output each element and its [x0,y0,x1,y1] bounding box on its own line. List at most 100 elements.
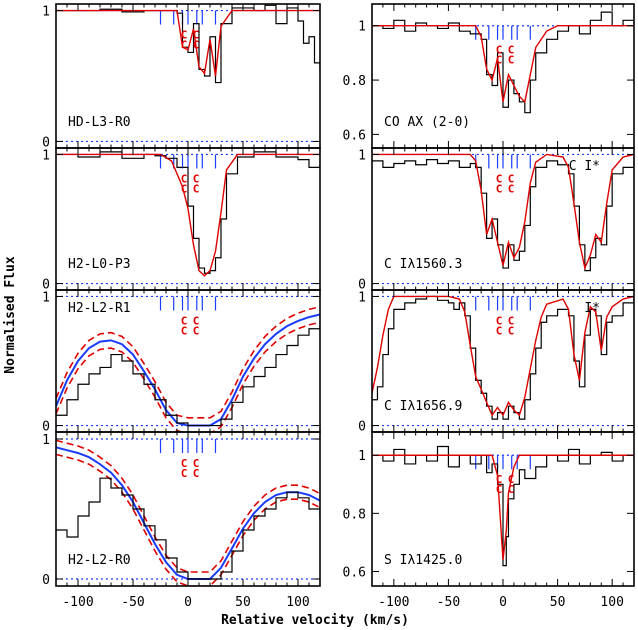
y-tick-label: 0.8 [343,74,366,89]
component-label: C [193,39,200,52]
panel-label: H2-L0-P3 [68,257,131,272]
x-tick-label: -100 [62,595,93,610]
y-tick-label: 1 [358,290,366,305]
y-axis-label: Normalised Flux [3,256,18,374]
panel-extra-label: I* [584,301,600,316]
panel-extra-label: C I* [569,159,600,174]
component-label: C [193,182,200,195]
y-tick-label: 0 [42,278,50,293]
component-label: C [181,39,188,52]
component-label: C [181,324,188,337]
spectrum-data-line [56,477,320,580]
spectrum-data-line [372,295,634,420]
panel-label: C Iλ1560.3 [384,257,462,272]
component-label: C [508,182,515,195]
component-label: C [496,314,503,327]
x-tick-label: 100 [286,595,309,610]
x-tick-label: -100 [378,595,409,610]
y-tick-label: 0 [42,573,50,588]
component-label: C [181,172,188,185]
y-tick-label: 0 [358,420,366,435]
x-tick-label: 50 [235,595,251,610]
continuum-curve [56,446,320,580]
component-label: C [181,182,188,195]
y-tick-label: 1 [42,433,50,448]
component-label: C [496,483,503,496]
y-tick-label: 1 [42,5,50,20]
component-label: C [496,182,503,195]
model-fit-line [372,295,634,417]
component-label: C [496,473,503,486]
y-tick-label: 0.6 [343,565,366,580]
component-label: C [193,457,200,470]
error-lower-curve [56,321,320,432]
y-tick-label: 1 [358,449,366,464]
component-label: C [508,473,515,486]
component-label: C [496,324,503,337]
component-label: C [508,314,515,327]
y-tick-label: 0 [358,278,366,293]
component-label: C [193,29,200,42]
spectrum-data-line [372,445,634,567]
spectrum-data-line [56,151,320,274]
component-label: C [181,314,188,327]
model-fit-line [372,153,634,271]
component-label: C [193,314,200,327]
spectrum-data-line [372,11,634,114]
model-fit-line [372,25,634,104]
x-tick-label: -50 [121,595,144,610]
continuum-curve [56,313,320,427]
component-label: C [181,467,188,480]
component-label: C [193,324,200,337]
y-tick-label: 1 [42,148,50,163]
component-label: C [508,483,515,496]
component-label: C [508,54,515,67]
y-tick-label: 0.6 [343,128,366,143]
y-tick-label: 0 [42,135,50,150]
x-tick-label: 0 [499,595,507,610]
error-upper-curve [56,306,320,419]
error-upper-curve [56,439,320,573]
panel-label: HD-L3-R0 [68,115,131,130]
model-fit-line [56,153,320,277]
panel-label: H2-L2-R1 [68,301,131,316]
model-fit-line [372,454,634,560]
component-label: C [508,44,515,57]
x-axis-label: Relative velocity (km/s) [221,613,409,628]
component-label: C [181,29,188,42]
model-fit-line [56,9,320,77]
component-label: C [193,172,200,185]
component-label: C [181,457,188,470]
panel-label: S Iλ1425.0 [384,553,462,568]
component-label: C [508,172,515,185]
error-lower-curve [56,453,320,586]
component-label: C [496,54,503,67]
component-label: C [508,324,515,337]
spectrum-data-line [56,322,320,427]
x-tick-label: 0 [184,595,192,610]
panel-label: CO AX (2-0) [384,115,470,130]
panel-label: C Iλ1656.9 [384,399,462,414]
component-label: C [496,172,503,185]
y-tick-label: 1 [358,20,366,35]
x-tick-label: -50 [437,595,460,610]
y-tick-label: 0 [42,420,50,435]
panel-label: H2-L2-R0 [68,553,131,568]
y-tick-label: 0.8 [343,507,366,522]
spectrum-data-line [372,157,634,272]
y-tick-label: 1 [42,290,50,305]
x-tick-label: 100 [600,595,623,610]
y-tick-label: 1 [358,148,366,163]
component-label: C [193,467,200,480]
x-tick-label: 50 [550,595,566,610]
component-label: C [496,44,503,57]
